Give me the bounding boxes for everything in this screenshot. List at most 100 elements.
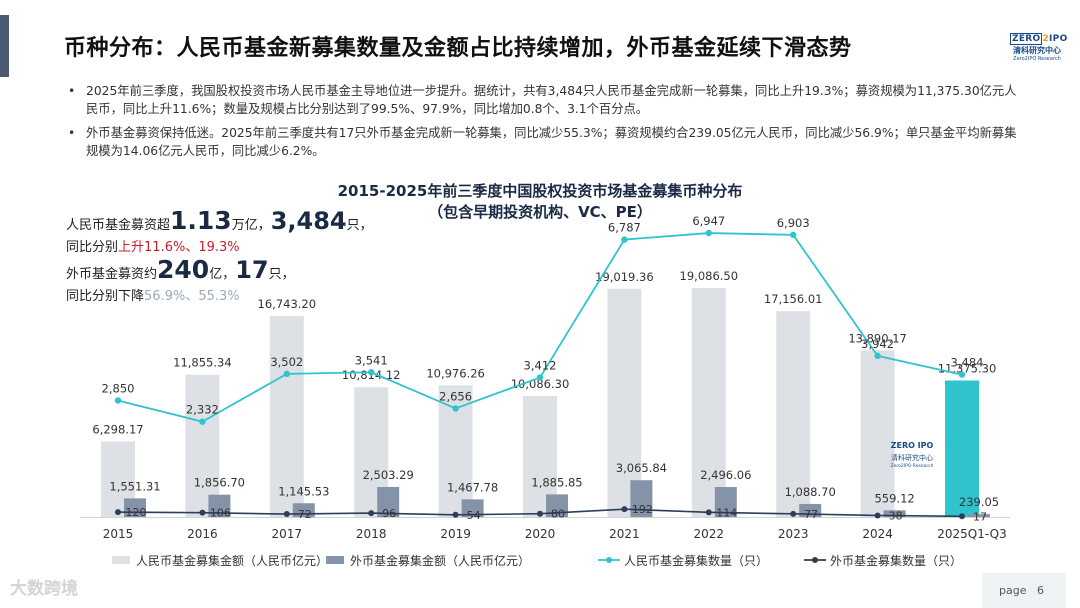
- x-tick-label: 2022: [694, 527, 725, 541]
- rmb-count-point: [452, 405, 459, 412]
- chart-logo-en: Zero2IPO Research: [891, 463, 934, 469]
- rmb-count-label: 6,903: [777, 216, 810, 230]
- fx-count-point: [959, 513, 965, 520]
- rmb-count-point: [283, 370, 290, 378]
- chart-logo-zero: ZERO IPO: [891, 441, 934, 450]
- fx-amount-bar: [630, 480, 653, 517]
- bullet-text: 2025年前三季度，我国股权投资市场人民币基金主导地位进一步提升。据统计，共有3…: [86, 84, 1017, 116]
- bullet-marker: •: [68, 126, 76, 140]
- fx-count-label: 54: [467, 509, 481, 522]
- bullet-foreign: • 外币基金募资保持低迷。2025年前三季度共有17只外币基金完成新一轮募集，同…: [64, 124, 1024, 160]
- fx-count-point: [115, 509, 121, 516]
- rmb-count-point: [114, 397, 122, 404]
- rmb-count-point: [958, 371, 966, 378]
- x-tick-label: 2020: [525, 527, 556, 541]
- fx-count-point: [283, 511, 290, 518]
- fx-count-label: 114: [716, 506, 737, 519]
- rmb-annotation-line1: 人民币基金募资超1.13万亿，3,484只，: [66, 206, 373, 235]
- fx-amount-label: 2,496.06: [700, 468, 751, 482]
- bullet-marker: •: [68, 84, 76, 98]
- fx-amount-bar: [377, 486, 400, 517]
- fx-amount-label: 3,065.84: [616, 461, 667, 475]
- logo-en-name: Zero2IPO Research: [1013, 56, 1061, 62]
- fx-amount-label: 559.12: [874, 491, 914, 505]
- legend-swatch: [326, 556, 344, 564]
- fx-count-label: 77: [804, 508, 818, 521]
- fx-amount-label: 2,503.29: [363, 468, 414, 482]
- legend-label: 人民币基金募集数量（只）: [624, 553, 768, 568]
- fx-count-point: [199, 509, 206, 516]
- rmb-amount-label: 11,855.34: [173, 356, 232, 370]
- rmb-count-point: [199, 418, 206, 425]
- rmb-count-point: [368, 369, 375, 376]
- summary-bullets: • 2025年前三季度，我国股权投资市场人民币基金主导地位进一步提升。据统计，共…: [64, 82, 1024, 166]
- x-tick-label: 2017: [272, 527, 303, 541]
- rmb-amount-label: 17,156.01: [764, 292, 823, 306]
- rmb-count-point: [536, 374, 544, 381]
- rmb-annotation-line2: 同比分别上升11.6%、19.3%: [66, 240, 240, 255]
- x-tick-label: 2024: [862, 527, 893, 541]
- rmb-amount-bar: [860, 350, 895, 517]
- rmb-count-label: 6,787: [608, 221, 641, 235]
- rmb-count-label: 3,502: [270, 355, 303, 369]
- footer-bar: [982, 573, 1066, 608]
- rmb-count-point: [874, 352, 881, 360]
- fx-count-label: 96: [382, 507, 396, 520]
- rmb-count-label: 3,541: [355, 353, 388, 367]
- fx-count-point: [705, 509, 712, 516]
- legend-swatch-marker: [606, 557, 612, 563]
- chart-subtitle: （包含早期投资机构、VC、PE）: [428, 203, 652, 221]
- fx-count-label: 72: [298, 508, 312, 521]
- fx-amount-label: 1,551.31: [109, 479, 160, 493]
- fx-annotation-line2: 同比分别下降56.9%、55.3%: [66, 289, 240, 304]
- fx-count-label: 17: [973, 510, 987, 523]
- rmb-amount-label: 6,298.17: [92, 422, 143, 436]
- legend-label: 外币基金募集数量（只）: [830, 553, 962, 568]
- fx-count-label: 80: [551, 508, 565, 521]
- rmb-count-label: 3,412: [524, 359, 557, 373]
- rmb-count-label: 3,942: [861, 337, 894, 351]
- fx-amount-bar: [968, 514, 990, 517]
- rmb-amount-label: 19,019.36: [595, 270, 654, 284]
- x-tick-label: 2023: [778, 527, 809, 541]
- title-accent-bar: [0, 15, 9, 77]
- fx-amount-label: 1,467.78: [447, 480, 498, 494]
- rmb-amount-label: 10,976.26: [426, 366, 485, 380]
- chart-logo-cn: 清科研究中心: [891, 453, 933, 462]
- rmb-amount-label: 19,086.50: [680, 269, 739, 283]
- fx-amount-bar: [546, 494, 568, 517]
- rmb-count-label: 2,332: [186, 403, 219, 417]
- fx-annotation-line1: 外币基金募资约240亿，17只，: [66, 255, 295, 284]
- rmb-count-point: [621, 236, 628, 243]
- legend-label: 人民币基金募集金额（人民币亿元）: [136, 553, 328, 568]
- fx-amount-label: 1,088.70: [785, 485, 836, 499]
- rmb-count-label: 6,947: [692, 214, 725, 228]
- fx-count-point: [368, 510, 375, 517]
- fx-amount-label: 1,885.85: [531, 475, 582, 489]
- fx-amount-bar: [461, 499, 484, 517]
- rmb-amount-bar: [776, 311, 811, 517]
- rmb-amount-bar: [185, 374, 220, 517]
- x-tick-label: 2018: [356, 527, 387, 541]
- chart-title: 2015-2025年前三季度中国股权投资市场基金募集币种分布: [337, 182, 743, 200]
- watermark: 大数跨境: [10, 579, 78, 599]
- rmb-count-label: 3,484: [951, 356, 984, 370]
- fx-count-point: [790, 510, 797, 517]
- rmb-amount-bar: [945, 380, 979, 517]
- rmb-amount-bar: [607, 288, 642, 517]
- rmb-count-label: 2,850: [102, 382, 135, 396]
- fx-count-label: 192: [632, 503, 653, 516]
- rmb-amount-bar: [691, 287, 726, 517]
- page-number: page 6: [999, 584, 1044, 597]
- fx-count-label: 106: [210, 507, 231, 520]
- rmb-count-label: 2,656: [439, 389, 472, 403]
- fx-amount-bar: [714, 487, 737, 517]
- fx-amount-bar: [883, 510, 906, 517]
- fx-count-point: [452, 511, 459, 518]
- logo-ipo: IPO: [1049, 34, 1068, 44]
- rmb-amount-bar: [269, 316, 304, 517]
- legend-label: 外币基金募集金额（人民币亿元）: [350, 553, 530, 568]
- x-tick-label: 2021: [609, 527, 640, 541]
- fx-count-label: 120: [126, 506, 147, 519]
- fx-count-point: [621, 506, 628, 513]
